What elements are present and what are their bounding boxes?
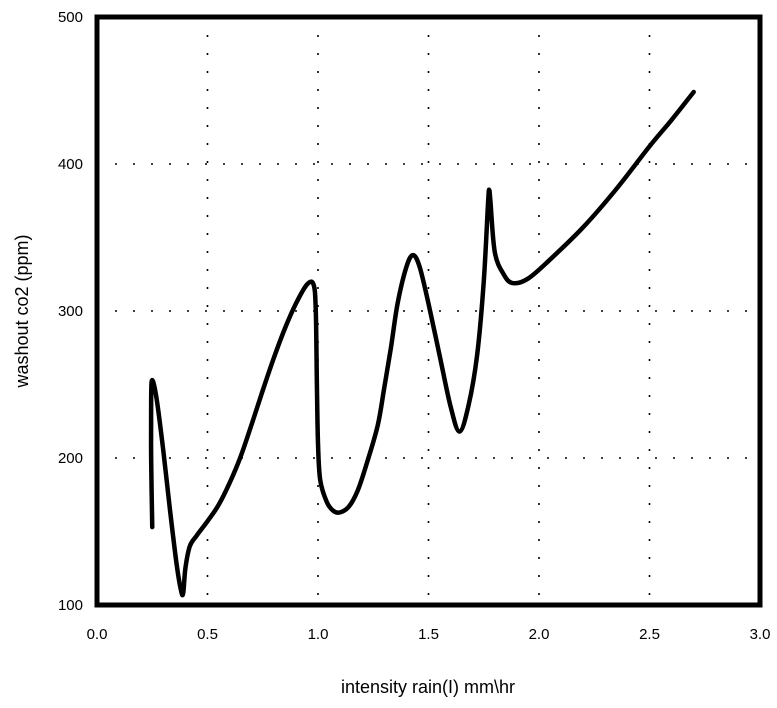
plot-frame [94,14,763,608]
y-tick-label: 100 [58,597,83,614]
x-axis-title: intensity rain(I) mm\hr [341,677,515,697]
x-tick-labels: 0.0 0.5 1.0 1.5 2.0 2.5 3.0 [87,626,771,643]
series-line [148,89,696,598]
x-tick-label: 2.5 [639,626,660,643]
y-tick-label: 200 [58,450,83,467]
y-tick-labels: 100 200 300 400 500 [58,9,83,614]
y-tick-label: 400 [58,156,83,173]
x-tick-label: 3.0 [750,626,771,643]
y-tick-label: 500 [58,9,83,26]
x-tick-label: 0.0 [87,626,108,643]
x-tick-label: 2.0 [529,626,550,643]
x-tick-label: 1.5 [418,626,439,643]
y-axis-title: washout co2 (ppm) [12,234,32,388]
x-tick-label: 1.0 [308,626,329,643]
y-tick-label: 300 [58,303,83,320]
x-tick-label: 0.5 [197,626,218,643]
